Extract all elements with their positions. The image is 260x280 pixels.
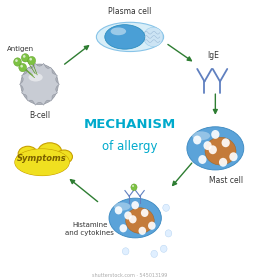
Circle shape (151, 250, 158, 258)
Circle shape (129, 215, 136, 223)
Ellipse shape (96, 22, 164, 52)
Circle shape (193, 136, 202, 144)
Text: IgE: IgE (207, 51, 219, 60)
Circle shape (165, 230, 172, 237)
Circle shape (122, 248, 129, 255)
Circle shape (29, 58, 32, 60)
Text: Symptoms: Symptoms (17, 155, 67, 164)
Circle shape (14, 58, 21, 66)
Circle shape (198, 155, 206, 164)
Circle shape (131, 184, 137, 191)
Polygon shape (20, 63, 59, 105)
Circle shape (132, 185, 134, 187)
Circle shape (229, 152, 238, 161)
Circle shape (148, 221, 156, 230)
Ellipse shape (126, 208, 154, 234)
Circle shape (211, 130, 219, 139)
Circle shape (209, 145, 217, 154)
Circle shape (23, 55, 25, 58)
Circle shape (28, 56, 36, 65)
Circle shape (219, 158, 227, 167)
Ellipse shape (187, 127, 244, 170)
Ellipse shape (29, 73, 43, 81)
Circle shape (131, 201, 139, 209)
Text: MECHANISM: MECHANISM (84, 118, 176, 131)
Text: Mast cell: Mast cell (209, 176, 243, 185)
Circle shape (15, 59, 18, 62)
Circle shape (203, 141, 212, 150)
Circle shape (19, 63, 27, 72)
Text: Histamine
and cytokines: Histamine and cytokines (66, 222, 114, 236)
Ellipse shape (38, 143, 61, 160)
Ellipse shape (56, 150, 73, 164)
Text: of allergy: of allergy (102, 141, 158, 153)
Circle shape (139, 227, 146, 235)
Text: B-cell: B-cell (29, 111, 50, 120)
Ellipse shape (105, 25, 145, 49)
Ellipse shape (18, 146, 37, 162)
Circle shape (21, 54, 29, 62)
Circle shape (115, 206, 122, 214)
Ellipse shape (21, 64, 58, 104)
Ellipse shape (15, 149, 69, 176)
Ellipse shape (16, 154, 29, 165)
Circle shape (20, 65, 23, 67)
Circle shape (163, 204, 170, 211)
Ellipse shape (144, 27, 163, 47)
Ellipse shape (192, 131, 210, 140)
Circle shape (124, 211, 132, 220)
Ellipse shape (110, 27, 126, 35)
Text: Antigen: Antigen (6, 46, 34, 52)
Text: Plasma cell: Plasma cell (108, 7, 152, 16)
Circle shape (119, 224, 127, 232)
Ellipse shape (114, 202, 131, 211)
Ellipse shape (109, 198, 161, 238)
Circle shape (222, 138, 230, 147)
Ellipse shape (205, 137, 236, 165)
Circle shape (160, 245, 167, 252)
Circle shape (141, 209, 148, 217)
Ellipse shape (15, 149, 69, 176)
Text: shutterstock.com · 545013199: shutterstock.com · 545013199 (92, 273, 168, 278)
